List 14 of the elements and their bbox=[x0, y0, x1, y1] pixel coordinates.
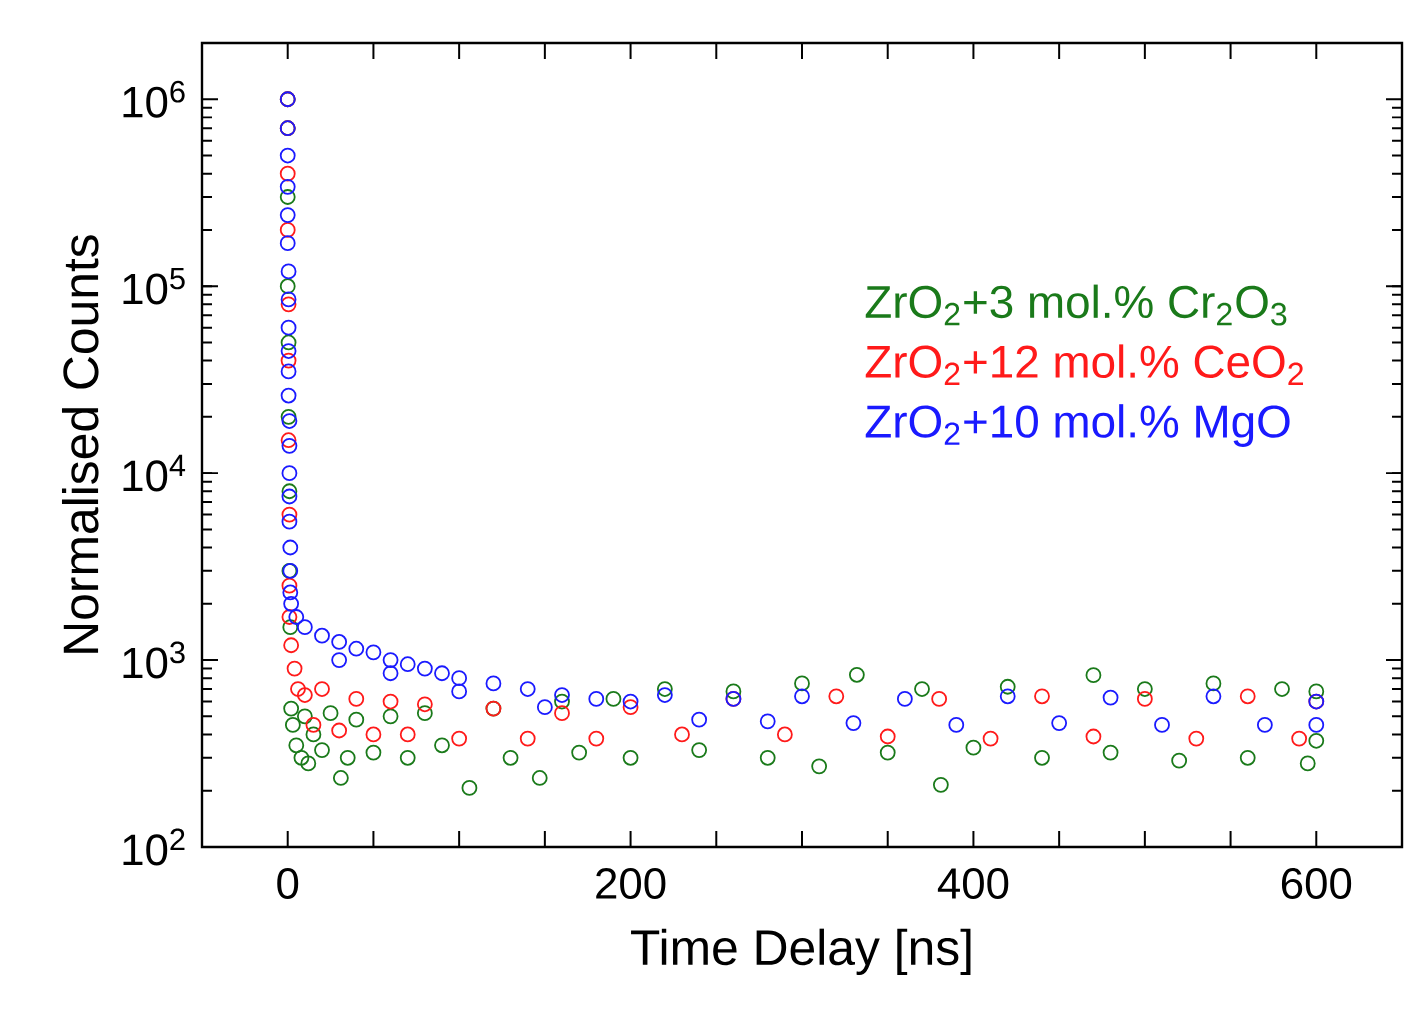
text: ZrO$_{2}$+12 mol.% CeO$_{2}$ bbox=[865, 344, 1304, 386]
text: ZrO$_{2}$+3 mol.% Cr$_{2}$O$_{3}$ bbox=[865, 284, 1287, 326]
y-tick-label: 10$^{5}$ bbox=[123, 267, 185, 305]
y-tick-label: 10$^{4}$ bbox=[123, 454, 186, 492]
y-tick-label: 10$^{2}$ bbox=[123, 828, 185, 866]
y-tick-label: 10$^{3}$ bbox=[123, 641, 185, 679]
x-tick-label: 0 bbox=[277, 867, 299, 900]
text: ZrO$_{2}$+10 mol.% MgO bbox=[865, 404, 1290, 447]
x-tick-label: 600 bbox=[1281, 867, 1352, 900]
y-axis-title: Normalised Counts bbox=[61, 235, 99, 653]
x-axis-title: Time Delay [ns] bbox=[631, 928, 971, 976]
y-tick-label: 10$^{6}$ bbox=[123, 80, 185, 118]
x-tick-label: 400 bbox=[937, 867, 1009, 900]
x-tick-label: 200 bbox=[596, 867, 666, 900]
